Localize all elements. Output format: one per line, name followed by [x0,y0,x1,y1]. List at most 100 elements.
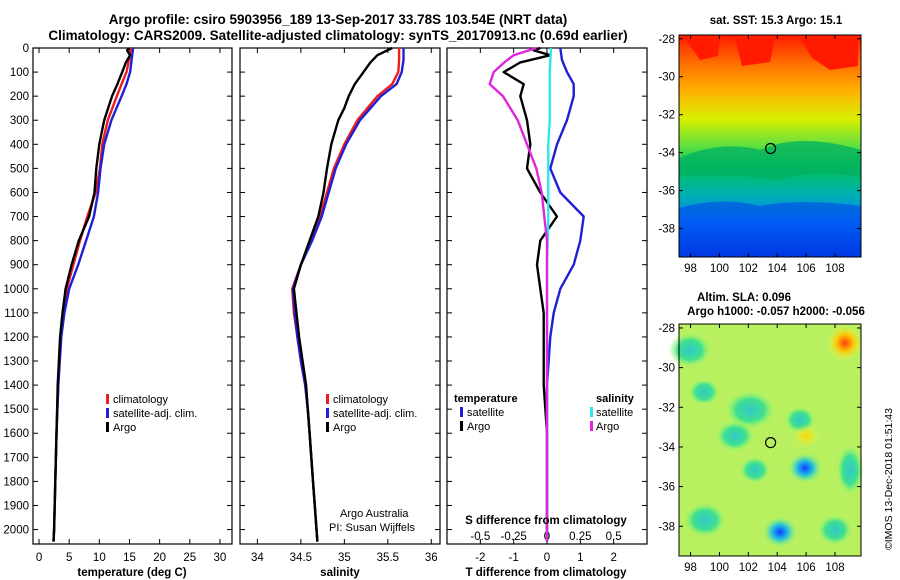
lon-tick-label: 102 [739,263,758,275]
legend-s-argo: Argo [596,421,619,433]
title-line-1: Argo profile: csiro 5903956_189 13-Sep-2… [109,12,567,27]
lat-tick-label: -36 [658,482,675,494]
depth-tick-label: 1500 [3,404,29,416]
legend-t-argo: Argo [467,421,490,433]
salinity-profiles [291,46,405,542]
depth-tick-label: 400 [10,139,29,151]
salinity-x-label: salinity [320,567,360,579]
x-tick-label: 30 [214,552,227,564]
x-tick-label: 2 [610,552,616,564]
legend-swatch-satellite [326,408,329,418]
depth-tick-label: 1000 [3,284,29,296]
depth-tick-label: 1900 [3,500,29,512]
title-line-2: Climatology: CARS2009. Satellite-adjuste… [48,28,627,43]
depth-tick-label: 1300 [3,356,29,368]
lat-tick-label: -28 [658,34,675,46]
sla-blob [787,452,823,484]
lon-tick-label: 100 [710,562,729,574]
temperature-line-argo [52,47,132,542]
depth-tick-label: 800 [10,236,29,248]
depth-tick-label: 1700 [3,452,29,464]
lat-tick-label: -38 [658,224,675,236]
sla-profile-marker [764,437,777,449]
salinity-line-satellite-adj-clim- [291,48,405,542]
depth-tick-label: 1400 [3,380,29,392]
legend-argo: Argo [333,422,356,434]
depth-tick-label: 300 [10,115,29,127]
x-tick-label: 15 [123,552,136,564]
legend-climatology: climatology [333,394,389,406]
x-tick-label: 0 [544,552,550,564]
lat-tick-label: -30 [658,72,675,84]
depth-tick-label: 2000 [3,525,29,537]
x-tick-label: 25 [183,552,196,564]
salinity-legend: climatology satellite-adj. clim. Argo [326,394,417,434]
sla-blob [762,516,798,548]
sst-warm-patches [685,38,858,70]
sst-map-title: sat. SST: 15.3 Argo: 15.1 [710,15,843,27]
sla-map-axes: -28 -30 -32 -34 -36 -38 98 100 102 104 106 108 [658,323,861,574]
sla-blob [792,424,820,448]
depth-tick-label: 100 [10,67,29,79]
legend-swatch-satellite [106,408,109,418]
legend-swatch-t-argo [460,421,463,431]
lon-tick-label: 106 [797,562,816,574]
sst-profile-marker [764,142,777,155]
sla-blob [827,325,863,361]
s-x-tick-label: 0.25 [569,531,591,543]
sla-blob [739,456,771,484]
legend-swatch-s-argo [590,421,593,431]
difference-line-s-argo [488,46,549,542]
lat-tick-label: -34 [658,442,675,454]
salinity-plot-frame [239,47,441,545]
x-tick-label: 10 [93,552,106,564]
legend-swatch-climatology [326,394,329,404]
legend-swatch-climatology [106,394,109,404]
sla-blob [688,378,720,406]
legend-satellite: satellite-adj. clim. [113,408,197,420]
lon-tick-label: 104 [768,263,788,275]
lon-tick-label: 98 [684,562,697,574]
depth-tick-label: 1600 [3,428,29,440]
lat-tick-label: -34 [658,148,675,160]
x-tick-label: 1 [577,552,583,564]
sst-cold-water [679,201,861,257]
depth-tick-label: 1100 [4,308,29,320]
lon-tick-label: 102 [739,562,758,574]
temperature-x-axis: 0 5 10 15 20 25 30 [36,48,227,564]
sst-map-axes: -28 -30 -32 -34 -36 -38 98 100 102 104 106 108 [658,34,861,275]
lon-tick-label: 104 [768,562,788,574]
temperature-legend: climatology satellite-adj. clim. Argo [106,394,197,434]
depth-tick-label: 1200 [3,332,29,344]
legend-swatch-t-satellite [460,407,463,417]
depth-tick-label: 1800 [3,476,29,488]
x-tick-label: 5 [66,552,72,564]
legend-salinity-title: salinity [596,393,635,405]
credit-line-2: PI: Susan Wijffels [329,522,415,534]
legend-swatch-argo [326,422,329,432]
legend-satellite: satellite-adj. clim. [333,408,417,420]
legend-temperature-title: temperature [454,393,518,405]
salinity-x-axis: 34 34.5 35 35.5 36 [251,48,438,564]
sla-map: Altim. SLA: 0.096 Argo h1000: -0.057 h20… [658,292,864,574]
x-tick-label: 35 [338,552,351,564]
difference-panel: -2 -1 0 1 2-0.5 -0.25 0 0.25 0.5 T difference fr… [446,46,648,579]
x-tick-label: 35.5 [377,552,399,564]
depth-tick-label: 600 [10,187,29,199]
sst-front [679,141,861,180]
legend-swatch-s-satellite [590,407,593,417]
lon-tick-label: 108 [825,263,844,275]
s-x-tick-label: 0.5 [606,531,622,543]
x-tick-label: 36 [425,552,438,564]
sla-blob [715,420,755,452]
sst-map-frame [678,34,862,258]
lat-tick-label: -32 [658,402,675,414]
temperature-profiles [52,47,135,542]
legend-swatch-argo [106,422,109,432]
s-x-tick-label: -0.25 [501,531,527,543]
sla-blob [683,502,727,538]
lon-tick-label: 100 [710,263,729,275]
depth-tick-label: 500 [10,163,29,175]
credit-line-1: Argo Australia [340,508,409,520]
